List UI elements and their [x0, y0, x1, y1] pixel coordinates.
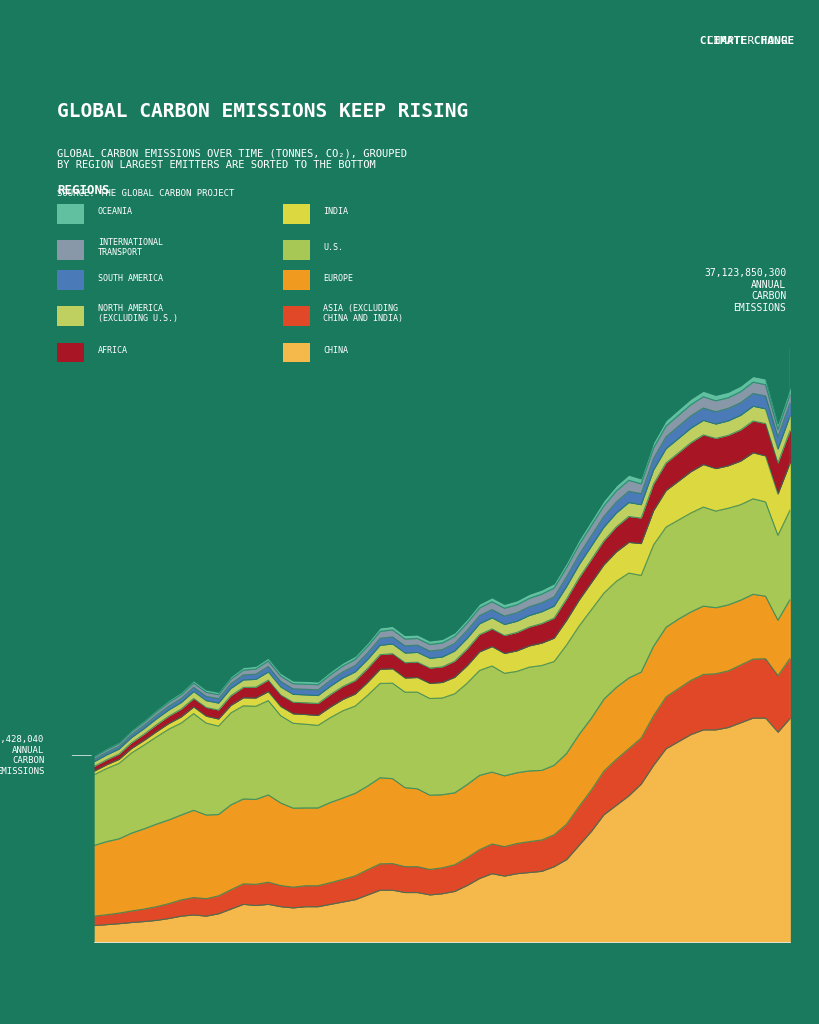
- Text: 11,316,428,040
ANNUAL
CARBON
EMISSIONS: 11,316,428,040 ANNUAL CARBON EMISSIONS: [0, 735, 44, 775]
- Text: ASIA (EXCLUDING
CHINA AND INDIA): ASIA (EXCLUDING CHINA AND INDIA): [323, 304, 403, 323]
- Text: CLIMATE CHANGE: CLIMATE CHANGE: [559, 36, 794, 46]
- Bar: [283, 305, 310, 326]
- Text: 37,123,850,300
ANNUAL
CARBON
EMISSIONS: 37,123,850,300 ANNUAL CARBON EMISSIONS: [704, 268, 786, 313]
- Text: SOURCE: THE GLOBAL CARBON PROJECT: SOURCE: THE GLOBAL CARBON PROJECT: [57, 189, 235, 199]
- Text: CHAPTER FOUR: CHAPTER FOUR: [707, 36, 794, 46]
- Bar: [57, 305, 84, 326]
- Text: GLOBAL CARBON EMISSIONS OVER TIME (TONNES, CO₂), GROUPED
BY REGION LARGEST EMITT: GLOBAL CARBON EMISSIONS OVER TIME (TONNE…: [57, 148, 407, 170]
- Text: GLOBAL CARBON EMISSIONS KEEP RISING: GLOBAL CARBON EMISSIONS KEEP RISING: [57, 102, 468, 122]
- Bar: [57, 240, 84, 259]
- Text: U.S.: U.S.: [323, 243, 343, 252]
- Text: REGIONS: REGIONS: [57, 184, 110, 198]
- Text: CHINA: CHINA: [323, 346, 348, 354]
- Bar: [283, 240, 310, 259]
- Text: NORTH AMERICA
(EXCLUDING U.S.): NORTH AMERICA (EXCLUDING U.S.): [98, 304, 178, 323]
- Text: SOUTH AMERICA: SOUTH AMERICA: [98, 273, 163, 283]
- Text: INTERNATIONAL
TRANSPORT: INTERNATIONAL TRANSPORT: [98, 238, 163, 257]
- Text: OCEANIA: OCEANIA: [98, 208, 133, 216]
- Bar: [57, 342, 84, 362]
- Text: INDIA: INDIA: [323, 208, 348, 216]
- Text: EUROPE: EUROPE: [323, 273, 353, 283]
- Bar: [283, 270, 310, 291]
- Bar: [57, 205, 84, 224]
- Text: AFRICA: AFRICA: [98, 346, 128, 354]
- Bar: [283, 205, 310, 224]
- Bar: [283, 342, 310, 362]
- Bar: [57, 270, 84, 291]
